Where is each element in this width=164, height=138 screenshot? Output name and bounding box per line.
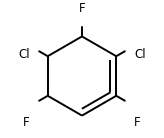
Text: Cl: Cl [134,48,146,61]
Text: F: F [23,116,30,129]
Text: F: F [134,116,141,129]
Text: Cl: Cl [18,48,30,61]
Text: F: F [79,2,85,15]
